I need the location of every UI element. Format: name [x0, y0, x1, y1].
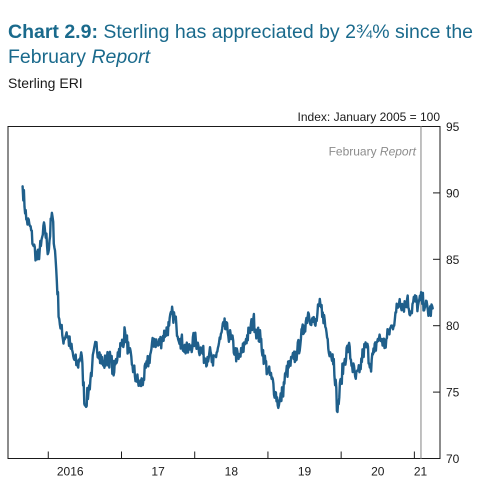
y-axis: 95 90 85 80 75 70: [433, 120, 460, 466]
chart-title: Chart 2.9: Sterling has appreciated by 2…: [8, 20, 493, 70]
chart-title-text: Sterling has appreciated by 2¾% since th…: [8, 21, 474, 68]
sterling-eri-line: [21, 185, 434, 414]
y-tick-label: 95: [446, 120, 460, 134]
units-label: Index: January 2005 = 100: [298, 110, 441, 124]
y-tick-label: 90: [446, 186, 460, 200]
plot-frame: [7, 126, 441, 459]
x-tick-label: 18: [225, 465, 239, 479]
chart-subtitle: Sterling ERI: [8, 75, 83, 91]
y-tick-label: 70: [446, 452, 460, 466]
y-tick-label: 80: [446, 319, 460, 333]
x-tick-label: 21: [414, 465, 428, 479]
february-report-annotation: February Report: [329, 126, 422, 459]
x-tick-label: 20: [371, 465, 385, 479]
chart-number: Chart 2.9:: [8, 21, 98, 43]
chart-title-italic: Report: [91, 46, 150, 68]
y-tick-label: 85: [446, 253, 460, 267]
x-tick-label: 2016: [57, 465, 84, 479]
x-axis: 2016 17 18 19 20 21: [47, 451, 428, 479]
y-tick-label: 75: [446, 386, 460, 400]
x-tick-label: 17: [151, 465, 165, 479]
february-report-label: February Report: [329, 145, 417, 159]
x-tick-label: 19: [298, 465, 312, 479]
